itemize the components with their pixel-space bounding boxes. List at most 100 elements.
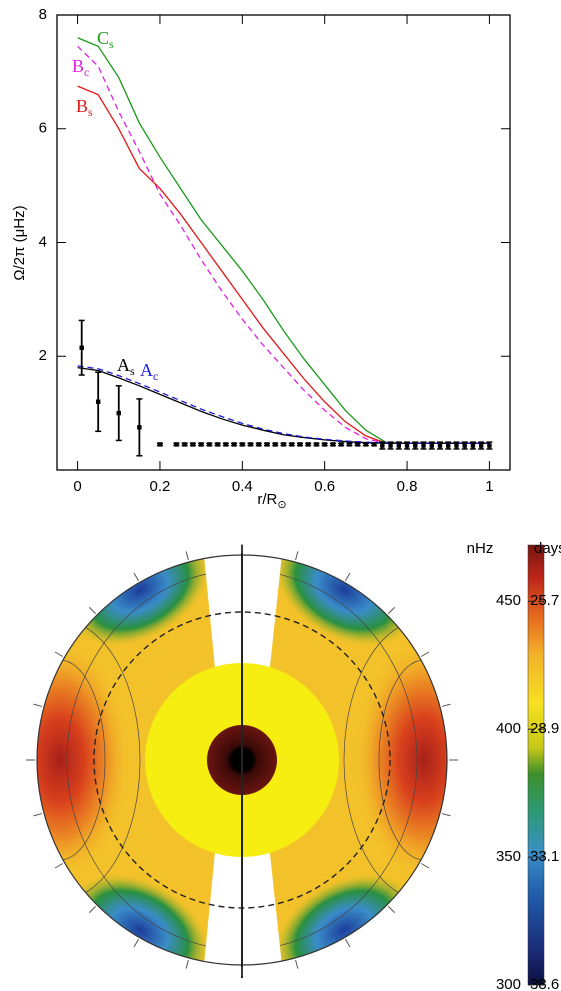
data-point xyxy=(413,443,418,448)
series-label-name: C xyxy=(97,28,109,48)
colorbar-days-label: 28.9 xyxy=(530,720,559,737)
rim-tick xyxy=(33,703,43,707)
plot-frame xyxy=(56,14,511,471)
rim-tick xyxy=(54,651,63,657)
colorbar: nHz days 300 38.6 350 33.1 400 28.9 450 25.7 xyxy=(467,540,561,991)
data-point xyxy=(240,442,245,447)
series-label-sub: s xyxy=(130,364,135,378)
rim-tick xyxy=(295,959,299,969)
series-label-sub: s xyxy=(88,105,93,119)
series-label: Bc xyxy=(72,56,89,79)
rim-tick xyxy=(388,906,396,914)
y-tick-label: 4 xyxy=(39,233,47,250)
series-label-name: A xyxy=(117,355,130,375)
data-point xyxy=(338,442,344,447)
series-line xyxy=(77,365,490,444)
series-line xyxy=(77,85,490,444)
data-point xyxy=(116,410,121,416)
y-tick-label: 6 xyxy=(39,120,47,137)
data-point xyxy=(322,442,327,447)
colorbar-tick-label: 300 xyxy=(496,976,521,991)
data-point xyxy=(388,443,393,448)
data-point xyxy=(289,442,294,447)
data-point xyxy=(355,442,360,447)
rim-tick xyxy=(54,863,63,869)
colorbar-days-label: 25.7 xyxy=(530,592,559,609)
data-point xyxy=(157,442,163,447)
rim-tick xyxy=(185,959,189,969)
series-label: Ac xyxy=(140,360,158,383)
x-tick-label: 0.4 xyxy=(232,478,253,495)
x-tick-label: 0.6 xyxy=(314,478,335,495)
series-line xyxy=(77,45,490,444)
rim-tick xyxy=(441,703,451,707)
data-point xyxy=(231,442,237,447)
data-point xyxy=(363,442,369,447)
data-point xyxy=(330,442,336,447)
series-label: As xyxy=(117,355,135,378)
series-label-name: A xyxy=(140,360,153,380)
colorbar-unit-right: days xyxy=(534,540,561,557)
equator-region xyxy=(37,640,130,880)
x-tick-label: 1 xyxy=(485,478,493,495)
rim-tick xyxy=(421,651,430,657)
data-point xyxy=(95,399,101,404)
data-point xyxy=(207,442,212,447)
rim-tick xyxy=(33,813,43,817)
rim-ticks xyxy=(26,544,458,976)
series-label-sub: s xyxy=(109,37,114,51)
series-line xyxy=(77,37,490,444)
colorbar-scale xyxy=(527,544,545,986)
rim-tick xyxy=(421,863,430,869)
x-tick-label: 0 xyxy=(73,478,81,495)
data-point xyxy=(446,443,451,448)
data-point xyxy=(470,443,476,448)
data-point xyxy=(174,442,179,447)
data-point xyxy=(137,425,142,430)
data-point xyxy=(314,442,319,447)
rim-tick xyxy=(133,572,139,581)
y-tick-label: 2 xyxy=(39,347,47,364)
series-label: Bs xyxy=(76,96,93,119)
data-point xyxy=(371,442,377,447)
data-point xyxy=(306,442,311,447)
data-point xyxy=(182,442,187,447)
rim-tick xyxy=(88,906,96,914)
data-point xyxy=(190,442,196,447)
series-label: Cs xyxy=(97,28,114,51)
data-point xyxy=(421,443,426,448)
rim-tick xyxy=(185,551,189,561)
data-point xyxy=(256,442,261,447)
data-point xyxy=(487,443,492,448)
data-point xyxy=(281,442,286,447)
rim-tick xyxy=(133,939,139,948)
colorbar-unit-left: nHz xyxy=(467,540,494,557)
data-point xyxy=(215,442,220,447)
colorbar-tick-label: 450 xyxy=(496,592,521,609)
data-point xyxy=(198,442,204,447)
rim-tick xyxy=(345,572,351,581)
series-label-sub: c xyxy=(153,369,158,383)
rim-tick xyxy=(345,939,351,948)
rim-tick xyxy=(295,551,299,561)
x-axis-label-sub: ⊙ xyxy=(277,499,286,511)
data-point xyxy=(396,443,402,448)
x-axis-label: r/R⊙ xyxy=(257,491,286,511)
data-point xyxy=(264,442,270,447)
series-label-name: B xyxy=(72,56,84,76)
data-point xyxy=(380,443,385,448)
data-point xyxy=(347,442,352,447)
data-point xyxy=(404,443,410,448)
x-tick-label: 0.2 xyxy=(150,478,171,495)
data-point xyxy=(79,345,84,350)
data-point xyxy=(223,442,229,447)
y-axis-label: Ω/2π (μHz) xyxy=(11,205,28,280)
data-point xyxy=(429,443,434,448)
data-point xyxy=(248,442,253,447)
data-point xyxy=(297,442,303,447)
colorbar-tick-label: 400 xyxy=(496,720,521,737)
data-point xyxy=(273,442,278,447)
